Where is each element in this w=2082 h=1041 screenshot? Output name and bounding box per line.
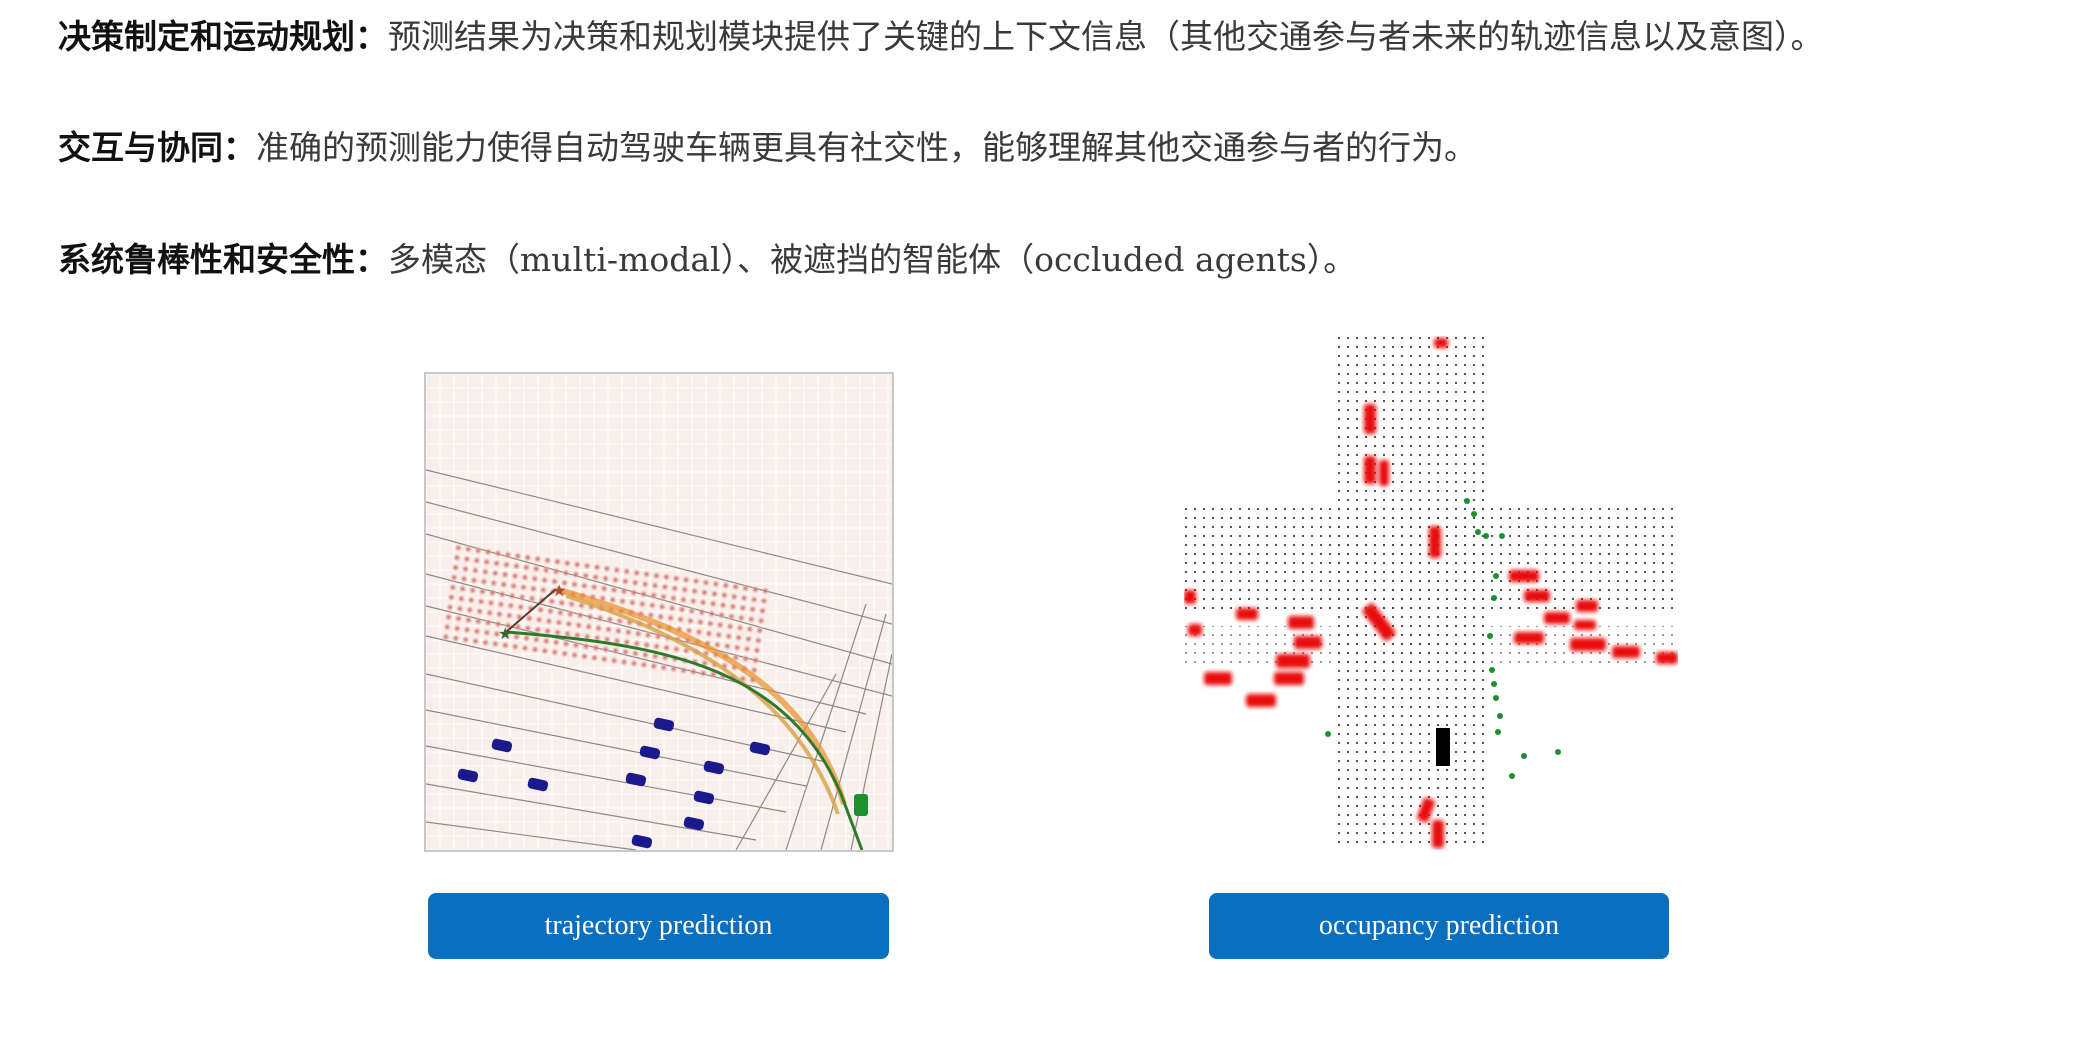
paragraph-text: 多模态（multi-modal）、被遮挡的智能体（occluded agents… (388, 240, 1357, 279)
paragraph-text: 预测结果为决策和规划模块提供了关键的上下文信息（其他交通参与者未来的轨迹信息以及… (388, 17, 1824, 56)
occupancy-scene (1184, 336, 1678, 850)
pedestrians (1325, 498, 1561, 779)
svg-text:★: ★ (552, 581, 566, 600)
other-vehicles (457, 717, 771, 849)
occupancy-prediction-button[interactable]: occupancy prediction (1209, 893, 1669, 959)
paragraph-text: 准确的预测能力使得自动驾驶车辆更具有社交性，能够理解其他交通参与者的行为。 (256, 128, 1477, 167)
ego-vehicle (854, 794, 868, 816)
paragraph-interaction: 交互与协同：准确的预测能力使得自动驾驶车辆更具有社交性，能够理解其他交通参与者的… (58, 128, 1477, 168)
occupancy-prediction-image (1184, 336, 1678, 850)
ego-vehicle (1436, 728, 1450, 766)
road-points (1184, 336, 1678, 850)
heatmap (440, 542, 772, 686)
svg-text:★: ★ (498, 624, 512, 643)
trajectory-scene: ★ ★ (426, 374, 892, 850)
paragraph-robustness: 系统鲁棒性和安全性：多模态（multi-modal）、被遮挡的智能体（occlu… (58, 240, 1356, 280)
trajectory-prediction-image: ★ ★ (424, 372, 894, 852)
predicted-trajectories (505, 586, 864, 850)
paragraph-decision-planning: 决策制定和运动规划：预测结果为决策和规划模块提供了关键的上下文信息（其他交通参与… (58, 17, 1824, 57)
paragraph-label: 系统鲁棒性和安全性： (58, 240, 388, 279)
paragraph-label: 决策制定和运动规划： (58, 17, 388, 56)
trajectory-prediction-button[interactable]: trajectory prediction (428, 893, 889, 959)
paragraph-label: 交互与协同： (58, 128, 256, 167)
occupied-agents (1184, 338, 1678, 848)
